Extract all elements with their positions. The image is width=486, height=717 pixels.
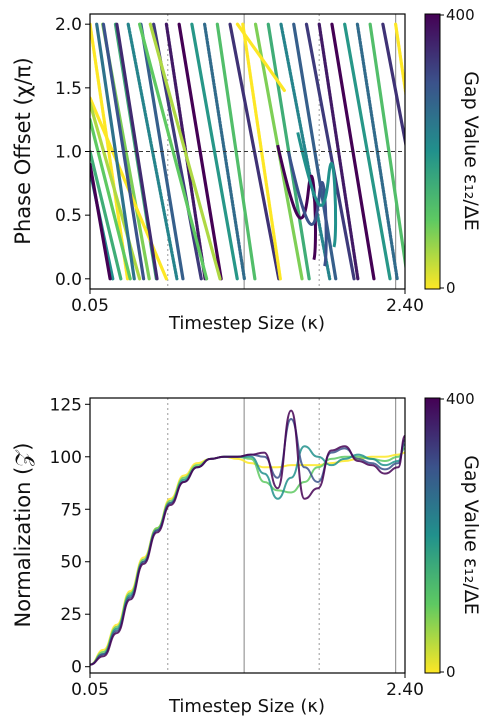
phase-series-mark: [115, 22, 159, 281]
phase-series-mark: [90, 118, 132, 281]
y-tick-label: 75: [60, 500, 82, 520]
phase-sweep-mark: [381, 22, 405, 149]
x-tick-label: 0.05: [71, 680, 109, 700]
normalization-series-line: [90, 409, 405, 666]
bottom-normalization-lines: [90, 409, 405, 666]
phase-series-mark: [90, 149, 123, 281]
normalization-series-line: [90, 447, 405, 666]
bottom-plot-frame: [89, 397, 406, 674]
phase-sweep-mark: [368, 22, 405, 272]
phase-sweep-mark: [126, 22, 179, 281]
bottom-y-axis-label: Normalization (𝒵): [11, 443, 35, 628]
y-tick-label: 2.0: [55, 15, 82, 35]
top-y-ticks: 0.0 0.5 1.0 1.5 2.0: [55, 15, 90, 290]
phase-series-mark: [101, 22, 146, 281]
phase-series-mark: [137, 22, 209, 281]
phase-series-mark: [148, 22, 222, 281]
bottom-x-ticks: 0.05 2.40: [71, 673, 424, 700]
y-tick-label: 0.0: [55, 270, 82, 290]
phase-sweep-mark: [90, 22, 130, 281]
bottom-colorbar-max: 400: [446, 390, 475, 408]
top-panel: 0.0 0.5 1.0 1.5 2.0 0.05 2.40 Timestep Size (…: [11, 6, 482, 334]
top-colorbar-label: Gap Value ε₁₂/ΔE: [460, 71, 482, 231]
bottom-reference-lines: [167, 398, 397, 673]
bottom-colorbar-min: 0: [446, 663, 456, 681]
y-tick-label: 50: [60, 553, 82, 573]
y-tick-label: 0.5: [55, 206, 82, 226]
x-tick-label: 2.40: [386, 680, 424, 700]
normalization-series-line: [90, 451, 405, 666]
y-tick-label: 1.5: [55, 79, 82, 99]
phase-sweep-mark: [215, 22, 257, 281]
phase-series-mark: [95, 22, 136, 281]
phase-loop-mark: [296, 132, 338, 248]
top-colorbar-min: 0: [446, 279, 456, 297]
phase-loop-mark: [276, 144, 317, 261]
x-tick-label: 0.05: [71, 296, 109, 316]
normalization-series-line: [90, 443, 405, 666]
phase-sweep-mark: [394, 22, 405, 99]
bottom-y-ticks: 0 25 50 75 100 125: [50, 395, 90, 678]
y-tick-label: 100: [50, 448, 82, 468]
bottom-panel: 0 25 50 75 100 125 0.05 2.40 Timestep Size (κ)…: [11, 390, 482, 717]
top-x-ticks: 0.05 2.40: [71, 289, 424, 316]
y-tick-label: 0: [71, 658, 82, 678]
y-tick-label: 1.0: [55, 143, 82, 163]
phase-series-mark: [235, 22, 286, 92]
phase-sweep-mark: [190, 22, 239, 281]
phase-sweep-mark: [279, 22, 332, 281]
phase-loop-mark: [286, 151, 328, 267]
phase-sweep-mark: [177, 22, 223, 281]
x-tick-label: 2.40: [386, 296, 424, 316]
phase-series-mark: [90, 162, 112, 281]
bottom-colorbar: [424, 397, 441, 674]
top-y-axis-label: Phase Offset (χ/π): [11, 57, 35, 244]
top-colorbar-max: 400: [446, 6, 475, 24]
y-tick-label: 125: [50, 395, 82, 415]
bottom-x-axis-label: Timestep Size (κ): [168, 696, 325, 717]
top-x-axis-label: Timestep Size (κ): [168, 313, 325, 334]
phase-sweep-mark: [343, 22, 392, 281]
bottom-colorbar-label: Gap Value ε₁₂/ΔE: [460, 455, 482, 615]
y-tick-label: 25: [60, 605, 82, 625]
top-colorbar: [424, 13, 441, 290]
